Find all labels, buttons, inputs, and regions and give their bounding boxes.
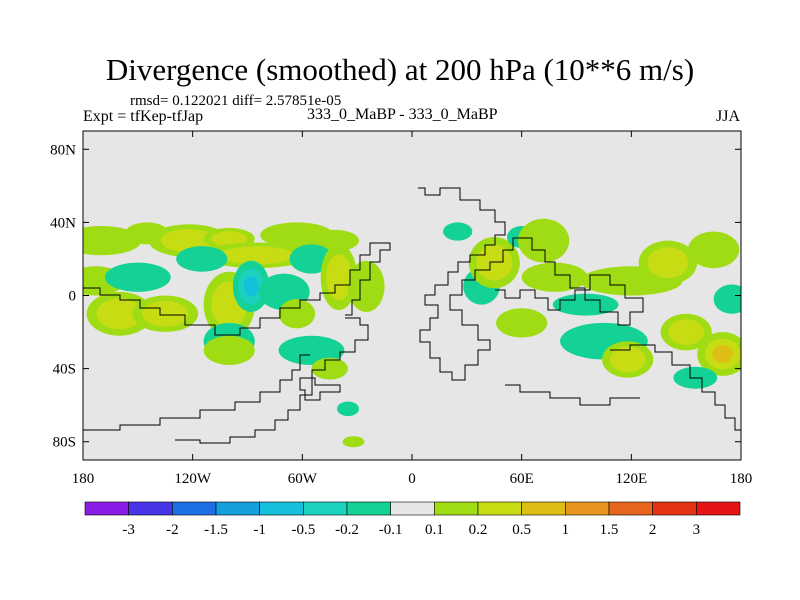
contour-blob-30-level-0 <box>521 262 588 292</box>
y-tick-label: 40N <box>50 215 76 231</box>
contour-blob-36-level-0 <box>687 231 740 269</box>
x-tick-label: 0 <box>408 471 416 487</box>
axis-ticks: 180 120W 60W 0 60E 120E 180 80N 40N 0 40S 80S <box>50 131 752 487</box>
coastline-antarctica <box>83 354 310 431</box>
colorbar-swatch <box>521 501 566 516</box>
contour-blob-25-level-0 <box>443 222 473 241</box>
contour-layer <box>83 218 741 448</box>
contour-blob-29-level-0 <box>518 218 570 263</box>
contour-blob-20-level-0 <box>203 335 255 365</box>
colorbar-swatch <box>259 501 304 516</box>
colorbar-swatch <box>608 501 653 516</box>
colorbar-label: -2 <box>166 522 179 538</box>
y-tick-label: 0 <box>69 289 77 305</box>
coastline-australia <box>610 344 741 431</box>
contour-blob-4-level-1 <box>218 246 296 265</box>
contour-blob-31-level-0 <box>552 293 619 316</box>
contour-blob-37-level-1 <box>609 346 646 373</box>
contour-blob-17-level-1 <box>326 254 352 301</box>
contour-blob-8-level-1 <box>96 298 143 330</box>
colorbar-label: -0.1 <box>379 522 403 538</box>
colorbar-swatch <box>390 501 435 516</box>
x-tick-label: 120E <box>615 471 647 487</box>
contour-blob-22-level-0 <box>311 357 349 380</box>
contour-blob-9-level-1 <box>142 300 189 327</box>
colorbar-label: -1.5 <box>204 522 228 538</box>
colorbar-swatch <box>84 501 129 516</box>
coastline-europe-africa <box>418 187 520 381</box>
coastline-north-america <box>83 242 391 336</box>
season-label: JJA <box>716 108 741 125</box>
colorbar-label: -3 <box>122 522 135 538</box>
y-tick-label: 80N <box>50 142 76 158</box>
chart-title: Divergence (smoothed) at 200 hPa (10**6 … <box>105 52 695 87</box>
colorbar-label: -1 <box>253 522 266 538</box>
plot-background <box>83 131 741 460</box>
colorbar-label: 3 <box>693 522 701 538</box>
coastline-layer <box>83 187 741 444</box>
colorbar-label: -0.5 <box>291 522 315 538</box>
contour-blob-35-level-1 <box>647 247 689 278</box>
experiment-label: Expt = tfKep-tfJap <box>83 108 204 125</box>
colorbar-swatch <box>346 501 391 516</box>
contour-blob-23-level-0 <box>337 401 359 417</box>
colorbar-label: 0.5 <box>512 522 531 538</box>
stats-text: rmsd= 0.122021 diff= 2.57851e-05 <box>130 93 342 109</box>
contour-blob-24-level-0 <box>342 436 365 448</box>
colorbar: -3 -2 -1.5 -1 -0.5 -0.2 -0.1 0.1 0.2 0.5 1 1.5 2 3 <box>84 501 741 538</box>
contour-blob-10-level-0 <box>104 262 171 292</box>
contour-blob-3-level-1 <box>211 231 248 247</box>
contour-blob-18-level-0 <box>348 260 385 312</box>
colorbar-swatch <box>303 501 348 516</box>
x-tick-label: 120W <box>174 471 212 487</box>
coastline-south-america <box>175 317 369 444</box>
colorbar-swatch <box>128 501 173 516</box>
contour-blob-11-level-0 <box>176 246 228 272</box>
x-tick-label: 180 <box>730 471 753 487</box>
x-tick-label: 60W <box>288 471 318 487</box>
colorbar-label: 0.2 <box>469 522 488 538</box>
colorbar-label: 2 <box>649 522 657 538</box>
colorbar-swatch <box>696 501 741 516</box>
colorbar-label: 1 <box>562 522 570 538</box>
colorbar-label: 0.1 <box>425 522 444 538</box>
colorbar-swatch <box>652 501 697 516</box>
coastline-antarctica-east <box>505 384 640 406</box>
coastline-greenland <box>299 377 341 401</box>
colorbar-swatch <box>434 501 479 516</box>
contour-blob-21-level-0 <box>278 335 345 365</box>
colorbar-swatch <box>565 501 610 516</box>
contour-blob-13-level-2 <box>243 276 259 297</box>
contour-blob-41-level-0 <box>713 284 741 314</box>
colorbar-swatch <box>477 501 522 516</box>
x-tick-label: 60E <box>510 471 534 487</box>
run-label: 333_0_MaBP - 333_0_MaBP <box>307 106 498 123</box>
colorbar-swatch <box>215 501 260 516</box>
y-tick-label: 80S <box>53 435 76 451</box>
contour-blob-38-level-1 <box>668 319 705 345</box>
y-tick-label: 40S <box>53 362 76 378</box>
colorbar-label: -0.2 <box>335 522 359 538</box>
contour-blob-15-level-0 <box>278 299 316 329</box>
coastline-asia <box>495 237 644 326</box>
contour-blob-39-level-2 <box>712 345 733 363</box>
contour-blob-32-level-0 <box>496 308 548 338</box>
colorbar-swatch <box>172 501 217 516</box>
colorbar-label: 1.5 <box>600 522 619 538</box>
x-tick-label: 180 <box>72 471 95 487</box>
